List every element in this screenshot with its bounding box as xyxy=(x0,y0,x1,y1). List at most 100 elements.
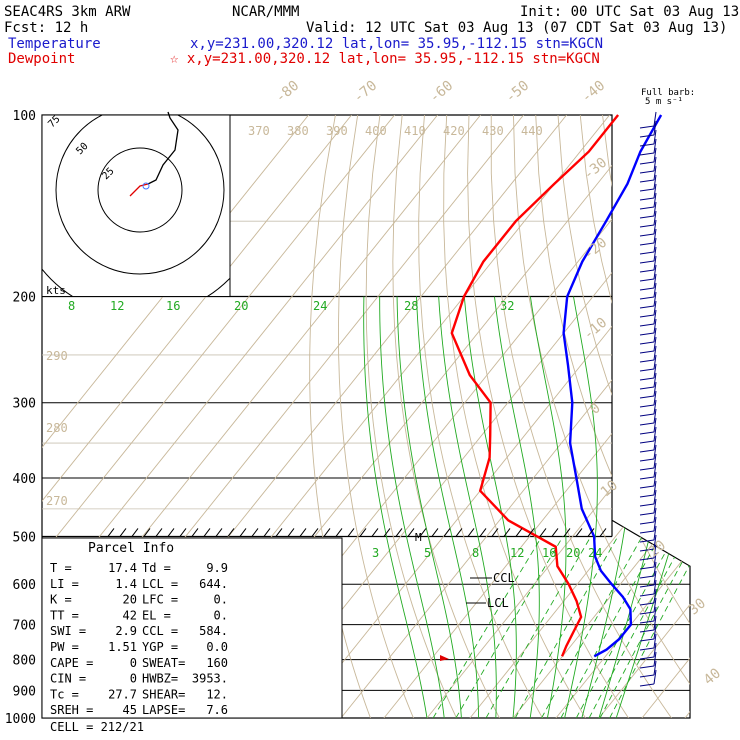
moist-adiabat--6 xyxy=(379,296,445,718)
moist-adiabat-6 xyxy=(438,296,497,718)
wind-barb-flag xyxy=(653,615,657,631)
parcel-value-4: 2.9 xyxy=(115,624,137,638)
wind-barb-flag xyxy=(653,453,657,469)
mixing-label-top-3: 20 xyxy=(234,299,248,313)
wind-barb xyxy=(639,467,655,471)
pressure-label-700: 700 xyxy=(13,619,36,634)
moist-adiabat-group xyxy=(363,296,690,718)
wind-barb-flag xyxy=(653,642,657,658)
isotherm--30 xyxy=(340,115,690,718)
pressure-label-400: 400 xyxy=(13,472,36,487)
wind-barb xyxy=(639,521,655,525)
moist-adiabat-10 xyxy=(463,296,517,718)
hodograph-units: kts xyxy=(46,284,66,297)
wind-barb-flag xyxy=(653,156,657,172)
marker-LCL: LCL xyxy=(487,596,509,610)
wind-barb-flag xyxy=(653,363,657,379)
theta-label-2: 390 xyxy=(326,124,348,138)
theta-label-7: 440 xyxy=(521,124,543,138)
wind-barb xyxy=(639,134,655,138)
hodograph-storm-motion xyxy=(142,182,150,190)
hatch-mark xyxy=(407,528,415,537)
parcel-label-7: CIN = xyxy=(50,672,86,686)
isotherm-label-9: 10 xyxy=(598,477,621,500)
wind-barb xyxy=(639,476,655,480)
parcel-value-2: 20 xyxy=(123,593,137,607)
parcel-value-8: 27.7 xyxy=(108,687,137,701)
parcel-label2-5: YGP = xyxy=(142,640,178,654)
hodograph-ring-1 xyxy=(55,115,225,275)
parcel-label2-4: CCL = xyxy=(142,624,178,638)
parcel-value-6: 0 xyxy=(130,656,137,670)
hatch-mark xyxy=(287,528,295,537)
isotherm-0 xyxy=(469,115,690,718)
dry-adiabat-300 xyxy=(443,115,586,718)
theta-label-1: 380 xyxy=(287,124,309,138)
pressure-label-600: 600 xyxy=(13,578,36,593)
wind-barb xyxy=(639,386,655,390)
mixing-ratio-28 xyxy=(599,536,690,718)
wind-barb xyxy=(639,143,655,147)
hatch-mark xyxy=(143,528,151,537)
moist-adiabat-2 xyxy=(416,296,480,718)
parcel-box-frame xyxy=(41,537,343,719)
wind-barb xyxy=(639,170,655,174)
hatch-mark xyxy=(371,528,379,537)
wind-barb-flag xyxy=(653,561,657,577)
hatch-mark xyxy=(299,528,307,537)
isotherm--140 xyxy=(42,115,352,718)
wind-barb-flag xyxy=(653,462,657,478)
mixing-ratio-32 xyxy=(609,536,690,718)
wind-barb-flag xyxy=(653,390,657,406)
wind-barb xyxy=(639,674,655,678)
parcel-label2-9: LAPSE= xyxy=(142,703,185,717)
wind-barb xyxy=(639,314,655,318)
parcel-label2-7: HWBZ= xyxy=(142,672,178,686)
wind-barb xyxy=(639,530,655,534)
pressure-label-300: 300 xyxy=(13,397,36,412)
hatch-mark xyxy=(599,528,607,537)
parcel-value2-8: 12. xyxy=(206,687,228,701)
wind-barb xyxy=(639,566,655,570)
wind-barb xyxy=(639,539,655,543)
hatch-mark xyxy=(239,528,247,537)
wind-barb xyxy=(639,602,655,606)
mixing-ratio-3 xyxy=(455,536,564,718)
wind-barb xyxy=(639,485,655,489)
hatch-mark xyxy=(395,528,403,537)
hatch-mark xyxy=(383,528,391,537)
hatch-mark xyxy=(467,528,475,537)
hatch-mark xyxy=(131,528,139,537)
wind-barb-flag xyxy=(653,543,657,559)
hatch-mark xyxy=(419,528,427,537)
parcel-label2-1: LCL = xyxy=(142,577,178,591)
parcel-info-box: Parcel Info T = 17.4 Td = 9.9 LI = 1.4 LCL = 644… xyxy=(41,537,343,734)
wind-barb xyxy=(639,197,655,201)
hatch-mark xyxy=(479,528,487,537)
wind-barb xyxy=(639,152,655,156)
wind-barb xyxy=(639,395,655,399)
wind-barb xyxy=(639,620,655,624)
hodograph-trace xyxy=(147,111,179,185)
isotherm-30 xyxy=(598,115,690,718)
hatch-mark xyxy=(119,528,127,537)
wind-barb xyxy=(639,611,655,615)
mixing-ratio-2 xyxy=(432,536,543,718)
pressure-label-1000: 1000 xyxy=(5,712,36,727)
parcel-value-9: 45 xyxy=(123,703,137,717)
hatch-mark xyxy=(563,528,571,537)
wind-barb-flag xyxy=(653,309,657,325)
mixing-ratio-16 xyxy=(560,536,661,718)
wind-barb-flag xyxy=(653,129,657,145)
parcel-value2-9: 7.6 xyxy=(206,703,228,717)
parcel-value-0: 17.4 xyxy=(108,561,137,575)
parcel-label-3: TT = xyxy=(50,608,79,622)
hatch-mark xyxy=(575,528,583,537)
wind-barb xyxy=(639,260,655,264)
wind-barb-flag xyxy=(653,246,657,262)
wind-barb-flag xyxy=(653,669,657,685)
wind-barb xyxy=(639,503,655,507)
hatch-mark xyxy=(107,528,115,537)
dry-adiabat-310 xyxy=(467,115,629,718)
